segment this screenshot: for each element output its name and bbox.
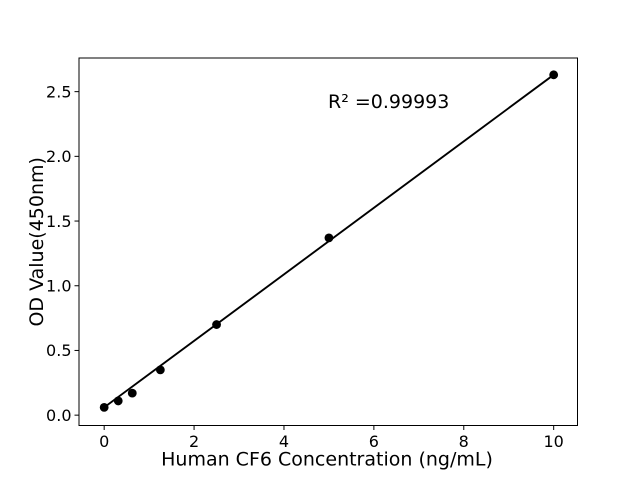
y-axis-label: OD Value(450nm) (26, 157, 48, 326)
y-tick-label: 0.0 (46, 406, 71, 425)
data-point (155, 365, 165, 375)
y-tick-label: 0.5 (46, 341, 71, 360)
x-tick-label: 8 (459, 432, 469, 451)
x-tick-label: 2 (189, 432, 199, 451)
x-tick-label: 6 (369, 432, 379, 451)
plot-area: 0 2 4 6 8 10 0.0 0.5 1.0 1.5 2.0 2.5 (46, 57, 578, 451)
x-axis-label: Human CF6 Concentration (ng/mL) (161, 449, 493, 471)
r-squared-annotation: R² =0.99993 (328, 91, 449, 113)
x-tick-label: 4 (279, 432, 289, 451)
y-tick-label: 2.5 (46, 82, 71, 101)
data-point (212, 320, 221, 329)
data-point (127, 388, 137, 398)
data-point (99, 402, 109, 412)
data-point (113, 396, 123, 406)
x-tick-label: 0 (99, 432, 109, 451)
y-tick-label: 2.0 (46, 147, 71, 166)
data-point (324, 233, 334, 243)
y-tick-label: 1.5 (46, 212, 71, 231)
x-tick-label: 10 (543, 432, 563, 451)
data-point (549, 70, 559, 80)
y-tick-label: 1.0 (46, 277, 71, 296)
axes-frame (78, 57, 578, 426)
